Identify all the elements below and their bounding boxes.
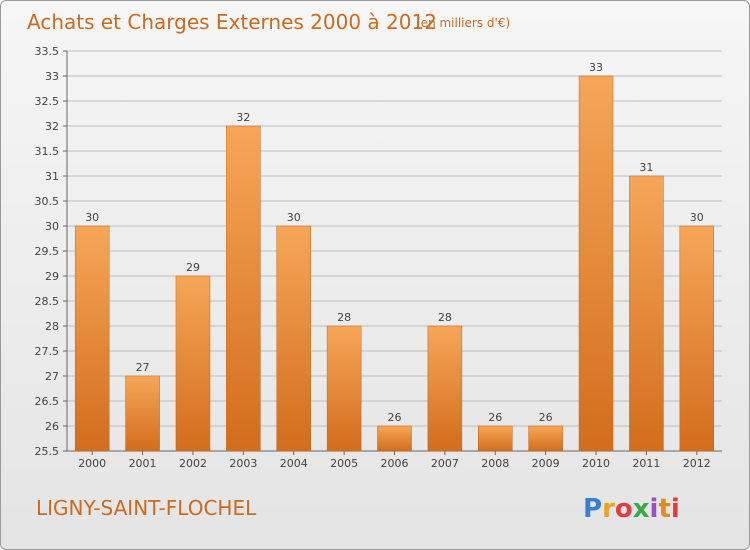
y-tick-label: 27.5 bbox=[35, 345, 60, 358]
x-tick-label: 2003 bbox=[229, 457, 257, 470]
y-tick-label: 32 bbox=[45, 120, 59, 133]
grid-lines bbox=[67, 50, 722, 452]
y-tick-label: 27 bbox=[45, 370, 59, 383]
value-label-2004: 30 bbox=[287, 211, 301, 224]
bar-2012 bbox=[679, 225, 715, 452]
y-tick-label: 28 bbox=[45, 320, 59, 333]
x-tick-label: 2008 bbox=[481, 457, 509, 470]
value-label-2005: 28 bbox=[337, 311, 351, 324]
value-label-2012: 30 bbox=[690, 211, 704, 224]
bar-2011 bbox=[629, 175, 664, 452]
y-tick-label: 31.5 bbox=[35, 145, 60, 158]
x-tick-label: 2001 bbox=[129, 457, 157, 470]
y-tick-label: 26.5 bbox=[35, 395, 60, 408]
value-label-2008: 26 bbox=[488, 411, 502, 424]
x-tick-label: 2005 bbox=[330, 457, 358, 470]
value-label-2006: 26 bbox=[388, 411, 402, 424]
bar-2007 bbox=[427, 325, 463, 452]
bar-2003 bbox=[226, 125, 261, 452]
data-labels: 30 27 29 32 30 28 26 28 26 26 33 31 30 bbox=[85, 61, 704, 424]
chart-subtitle: (en milliers d'€) bbox=[416, 16, 510, 30]
value-label-2009: 26 bbox=[539, 411, 553, 424]
proxiti-logo: Proxiti bbox=[583, 494, 680, 524]
bar-2009 bbox=[528, 425, 563, 452]
value-label-2002: 29 bbox=[186, 261, 200, 274]
y-tick-label: 33 bbox=[45, 70, 59, 83]
bar-2005 bbox=[326, 325, 362, 452]
bar-2001 bbox=[125, 375, 160, 452]
commune-name: LIGNY-SAINT-FLOCHEL bbox=[36, 496, 257, 520]
y-tick-label: 29 bbox=[45, 270, 59, 283]
value-label-2011: 31 bbox=[639, 161, 653, 174]
bar-2002 bbox=[175, 275, 211, 452]
y-tick-label: 26 bbox=[45, 420, 59, 433]
y-tick-label: 31 bbox=[45, 170, 59, 183]
value-label-2010: 33 bbox=[589, 61, 603, 74]
x-tick-label: 2000 bbox=[78, 457, 106, 470]
y-tick-label: 32.5 bbox=[35, 95, 60, 108]
bar-2008 bbox=[478, 425, 513, 452]
y-tick-label: 30.5 bbox=[35, 195, 60, 208]
x-tick-label: 2004 bbox=[280, 457, 308, 470]
bar-2010 bbox=[578, 75, 614, 452]
y-tick-label: 30 bbox=[45, 220, 59, 233]
y-tick-label: 28.5 bbox=[35, 295, 60, 308]
y-tick-label: 25.5 bbox=[35, 445, 60, 458]
value-label-2000: 30 bbox=[85, 211, 99, 224]
value-label-2003: 32 bbox=[236, 111, 250, 124]
x-tick-label: 2012 bbox=[683, 457, 711, 470]
chart-title: Achats et Charges Externes 2000 à 2012 bbox=[27, 10, 437, 34]
x-tick-label: 2011 bbox=[632, 457, 660, 470]
value-label-2001: 27 bbox=[136, 361, 150, 374]
y-tick-label: 33.5 bbox=[35, 45, 60, 58]
bar-2000 bbox=[74, 225, 110, 452]
x-tick-label: 2007 bbox=[431, 457, 459, 470]
bar-2004 bbox=[276, 225, 311, 452]
x-tick-label: 2006 bbox=[381, 457, 409, 470]
x-tick-label: 2002 bbox=[179, 457, 207, 470]
y-tick-label: 29.5 bbox=[35, 245, 60, 258]
bar-2006 bbox=[377, 425, 412, 452]
x-tick-label: 2009 bbox=[532, 457, 560, 470]
bars bbox=[74, 75, 715, 452]
value-label-2007: 28 bbox=[438, 311, 452, 324]
x-tick-label: 2010 bbox=[582, 457, 610, 470]
